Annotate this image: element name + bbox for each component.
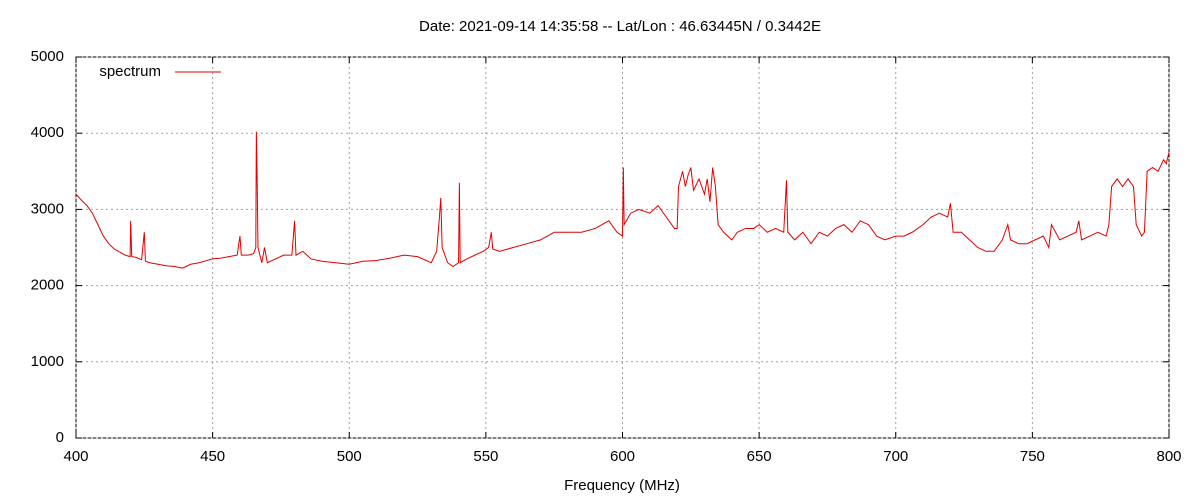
x-tick-label: 650 — [747, 448, 772, 465]
x-tick-label: 700 — [883, 448, 908, 465]
y-tick-label: 0 — [56, 429, 64, 446]
spectrum-line — [75, 131, 1170, 269]
y-tick-label: 4000 — [31, 124, 64, 141]
chart-title: Date: 2021-09-14 14:35:58 -- Lat/Lon : 4… — [419, 18, 821, 35]
x-tick-label: 750 — [1020, 448, 1045, 465]
y-tick-label: 5000 — [31, 48, 64, 65]
x-tick-label: 500 — [337, 448, 362, 465]
legend-label: spectrum — [99, 63, 161, 80]
y-tick-label: 2000 — [31, 277, 64, 294]
x-tick-label: 800 — [1156, 448, 1181, 465]
x-tick-label: 600 — [610, 448, 635, 465]
x-tick-label: 450 — [200, 448, 225, 465]
x-tick-label: 550 — [473, 448, 498, 465]
y-tick-label: 3000 — [31, 200, 64, 217]
x-axis-label: Frequency (MHz) — [564, 477, 680, 494]
y-tick-label: 1000 — [31, 353, 64, 370]
x-tick-label: 400 — [63, 448, 88, 465]
